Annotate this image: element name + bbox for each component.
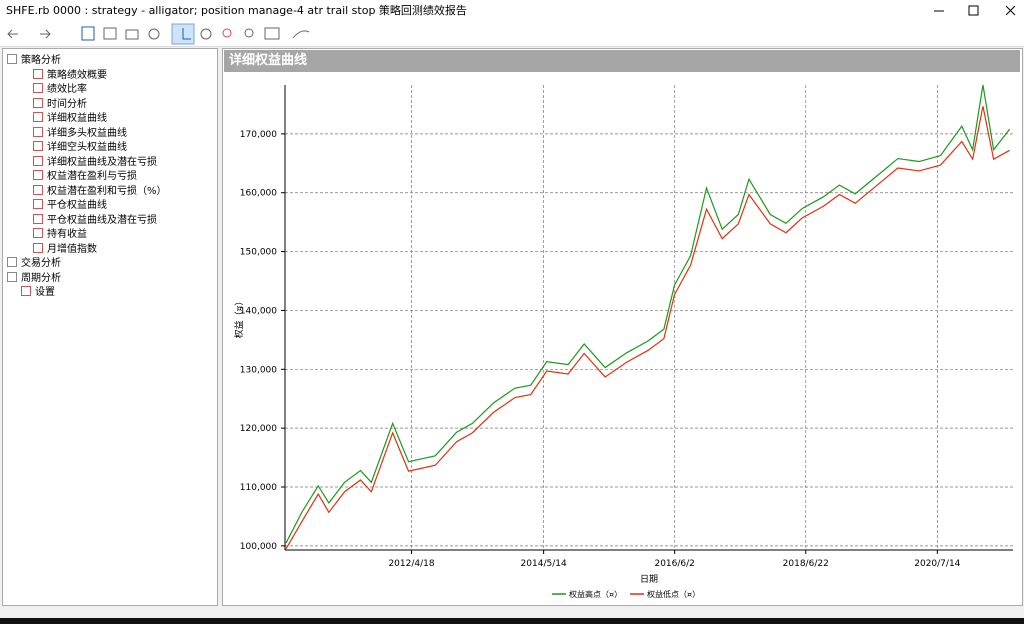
tree-item[interactable]: 月增值指数 xyxy=(33,240,97,255)
tree-label: 权益潜在盈利和亏损（%） xyxy=(47,185,167,197)
tree-item[interactable]: 详细权益曲线及潜在亏损 xyxy=(33,153,157,168)
y-tick-label: 100,000 xyxy=(240,542,277,552)
x-tick-label: 2012/4/18 xyxy=(388,559,434,569)
y-tick-label: 120,000 xyxy=(240,424,277,434)
y-axis-label: 权益（¤） xyxy=(233,297,245,339)
tree-label: 策略分析 xyxy=(21,55,61,66)
x-tick-label: 2016/6/2 xyxy=(654,559,694,569)
tree-item[interactable]: 绩效比率 xyxy=(33,80,87,95)
tree-label: 详细空头权益曲线 xyxy=(47,142,127,153)
tree-node[interactable]: 交易分析 xyxy=(7,254,61,269)
tree-label: 交易分析 xyxy=(21,258,61,269)
tree-item[interactable]: 详细空头权益曲线 xyxy=(33,138,127,153)
legend-label: 权益低点（¤） xyxy=(647,589,700,599)
series-line xyxy=(285,84,1011,544)
tree-item[interactable]: 平仓权益曲线及潜在亏损 xyxy=(33,211,157,226)
x-tick-label: 2014/5/14 xyxy=(521,559,567,569)
window-controls[interactable] xyxy=(914,0,1024,22)
window-title: SHFE.rb 0000 : strategy - alligator; pos… xyxy=(6,4,467,17)
tree-node[interactable]: 策略分析 xyxy=(7,51,61,66)
tree-item[interactable]: 详细权益曲线 xyxy=(33,109,107,124)
tree-item[interactable]: 持有收益 xyxy=(33,225,87,240)
tree-node[interactable]: 设置 xyxy=(21,283,55,298)
chart-header: 详细权益曲线 xyxy=(224,50,1020,72)
tree-node[interactable]: 周期分析 xyxy=(7,269,61,284)
legend-label: 权益高点（¤） xyxy=(569,589,622,599)
tree-panel: 策略分析策略绩效概要 绩效比率时间分析详细权益曲线详细多头权益曲线 详细空头权益曲线… xyxy=(2,48,218,606)
tree-label: 详细多头权益曲线 xyxy=(47,127,127,139)
x-tick-label: 2018/6/22 xyxy=(783,559,829,569)
y-tick-label: 130,000 xyxy=(240,365,277,375)
tree-label: 详细权益曲线及潜在亏损 xyxy=(47,156,157,168)
tree-label: 设置 xyxy=(35,287,55,298)
tree-label: 周期分析 xyxy=(21,272,61,284)
tree-item[interactable]: 详细多头权益曲线 xyxy=(33,124,127,139)
y-tick-label: 140,000 xyxy=(240,306,277,316)
y-tick-label: 170,000 xyxy=(240,130,277,140)
tree-item[interactable]: 平仓权益曲线 xyxy=(33,196,107,211)
x-axis-label: 日期 xyxy=(640,574,658,585)
tree-label: 月增值指数 xyxy=(47,243,97,255)
tree-item[interactable]: 策略绩效概要 xyxy=(33,66,107,81)
x-tick-label: 2020/7/14 xyxy=(914,559,960,569)
y-tick-label: 110,000 xyxy=(240,483,277,493)
chart-panel xyxy=(222,48,1023,606)
tree-label: 平仓权益曲线及潜在亏损 xyxy=(47,214,157,226)
tree-item[interactable]: 时间分析 xyxy=(33,95,87,110)
tree-label: 时间分析 xyxy=(47,98,87,110)
series-line xyxy=(285,106,1010,550)
y-tick-label: 160,000 xyxy=(240,189,277,199)
chart: 100,000 110,000 120,000 130,000 140,000 150,0… xyxy=(233,84,1013,599)
tree-item[interactable]: 权益潜在盈利和亏损（%） xyxy=(33,182,167,197)
tree-label: 策略绩效概要 xyxy=(47,69,107,81)
tree-label: 持有收益 xyxy=(47,229,87,240)
y-tick-label: 150,000 xyxy=(240,248,277,258)
tree-label: 平仓权益曲线 xyxy=(47,200,107,211)
title-bar: SHFE.rb 0000 : strategy - alligator; pos… xyxy=(0,0,1024,22)
toolbar[interactable] xyxy=(0,22,1024,47)
tree-item[interactable]: 权益潜在盈利与亏损 xyxy=(33,167,137,182)
tree-label: 权益潜在盈利与亏损 xyxy=(47,171,137,182)
tree-label: 详细权益曲线 xyxy=(47,113,107,124)
status-bar xyxy=(0,618,1024,624)
tree-label: 绩效比率 xyxy=(47,84,87,95)
